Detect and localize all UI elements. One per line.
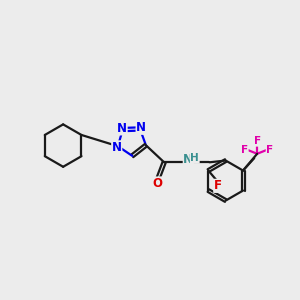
Text: N: N: [112, 141, 122, 154]
Text: N: N: [117, 122, 127, 135]
Text: F: F: [214, 179, 222, 192]
Text: F: F: [266, 145, 273, 155]
Text: N: N: [136, 121, 146, 134]
Text: O: O: [153, 177, 163, 190]
Text: N: N: [183, 153, 193, 167]
Text: F: F: [241, 145, 248, 155]
Text: H: H: [190, 153, 199, 163]
Text: F: F: [254, 136, 261, 146]
